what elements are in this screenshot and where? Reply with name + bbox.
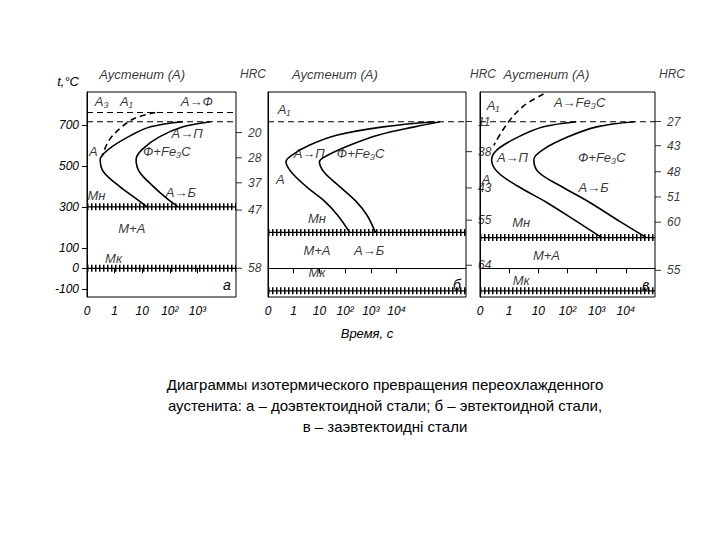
svg-text:10²: 10² [559, 304, 577, 318]
svg-text:Мн: Мн [512, 215, 530, 230]
svg-text:А→Ф: А→Ф [180, 94, 213, 109]
svg-text:А→Б: А→Б [165, 185, 197, 200]
svg-text:HRC: HRC [240, 67, 266, 81]
svg-text:А₁: А₁ [277, 102, 291, 117]
svg-text:10³: 10³ [189, 304, 207, 318]
svg-text:А₁: А₁ [486, 98, 500, 113]
svg-text:0: 0 [477, 304, 484, 318]
svg-text:1: 1 [290, 304, 297, 318]
svg-text:А₃: А₃ [94, 94, 109, 109]
svg-text:700: 700 [59, 118, 79, 132]
svg-text:в: в [642, 277, 649, 293]
svg-text:58: 58 [248, 261, 262, 275]
svg-text:-100: -100 [55, 282, 79, 296]
svg-text:0: 0 [72, 261, 79, 275]
svg-text:М+А: М+А [303, 243, 330, 258]
svg-text:55: 55 [667, 263, 681, 277]
svg-text:10³: 10³ [588, 304, 606, 318]
svg-text:1: 1 [111, 304, 118, 318]
svg-text:28: 28 [247, 151, 262, 165]
svg-text:1: 1 [506, 304, 513, 318]
svg-text:43: 43 [478, 180, 492, 195]
svg-text:А: А [88, 144, 98, 159]
html-text:в – заэвтектоидні стали: в – заэвтектоидні стали [302, 418, 468, 435]
svg-text:48: 48 [667, 165, 681, 179]
svg-text:Мк: Мк [105, 251, 123, 266]
svg-text:0: 0 [265, 304, 272, 318]
svg-text:Ф+Fe₃C: Ф+Fe₃C [336, 146, 385, 161]
svg-text:10³: 10³ [362, 304, 380, 318]
svg-text:t,°C: t,°C [57, 74, 79, 89]
svg-text:HRC: HRC [659, 67, 685, 81]
svg-text:11: 11 [478, 114, 491, 129]
svg-text:38: 38 [478, 145, 492, 159]
svg-text:300: 300 [59, 200, 79, 214]
svg-text:б: б [453, 277, 462, 293]
svg-text:43: 43 [667, 139, 681, 153]
html-text:аустенита: а – доэвтектоидной: аустенита: а – доэвтектоидной стали; б –… [167, 397, 603, 414]
svg-text:27: 27 [666, 115, 682, 129]
svg-text:А→П: А→П [170, 126, 203, 141]
svg-text:М+А: М+А [118, 221, 145, 236]
svg-text:10²: 10² [161, 304, 179, 318]
svg-text:А→П: А→П [293, 146, 325, 161]
svg-text:47: 47 [248, 203, 263, 217]
svg-text:Время, с: Время, с [341, 326, 394, 341]
svg-text:А: А [275, 172, 285, 187]
svg-text:10: 10 [136, 304, 150, 318]
svg-text:А→Fe₃C: А→Fe₃C [553, 95, 606, 110]
svg-text:37: 37 [248, 176, 263, 190]
svg-text:10: 10 [532, 304, 546, 318]
svg-text:М+А: М+А [533, 248, 560, 263]
html-text:Диаграммы изотермического прев: Диаграммы изотермического превращения пе… [166, 376, 604, 393]
svg-text:А: А [481, 172, 491, 187]
svg-text:64: 64 [478, 258, 492, 272]
svg-text:51: 51 [667, 190, 680, 204]
svg-text:А→Б: А→Б [577, 180, 609, 195]
svg-text:Аустенит (А): Аустенит (А) [98, 67, 185, 82]
svg-text:А→Б: А→Б [353, 243, 385, 258]
svg-text:Аустенит (А): Аустенит (А) [503, 67, 590, 82]
svg-text:А₁: А₁ [119, 94, 133, 109]
svg-text:100: 100 [59, 241, 79, 255]
svg-text:HRC: HRC [470, 67, 496, 81]
svg-text:А→П: А→П [496, 150, 529, 165]
svg-text:Мк: Мк [513, 273, 531, 288]
svg-text:10⁴: 10⁴ [387, 304, 406, 318]
svg-text:10: 10 [313, 304, 327, 318]
svg-text:55: 55 [478, 213, 492, 227]
svg-text:60: 60 [667, 215, 681, 229]
svg-text:Мн: Мн [87, 188, 105, 203]
svg-text:а: а [223, 277, 231, 293]
svg-text:10⁴: 10⁴ [617, 304, 636, 318]
svg-text:0: 0 [84, 304, 91, 318]
svg-text:Ф+Fe₃C: Ф+Fe₃C [578, 150, 626, 165]
svg-text:10²: 10² [336, 304, 354, 318]
svg-text:Аустенит (А): Аустенит (А) [291, 67, 378, 82]
svg-text:Мк: Мк [308, 265, 326, 280]
svg-text:Ф+Fe₃C: Ф+Fe₃C [143, 144, 191, 159]
svg-text:500: 500 [59, 159, 79, 173]
svg-text:20: 20 [247, 126, 262, 140]
svg-text:Мн: Мн [308, 211, 326, 226]
